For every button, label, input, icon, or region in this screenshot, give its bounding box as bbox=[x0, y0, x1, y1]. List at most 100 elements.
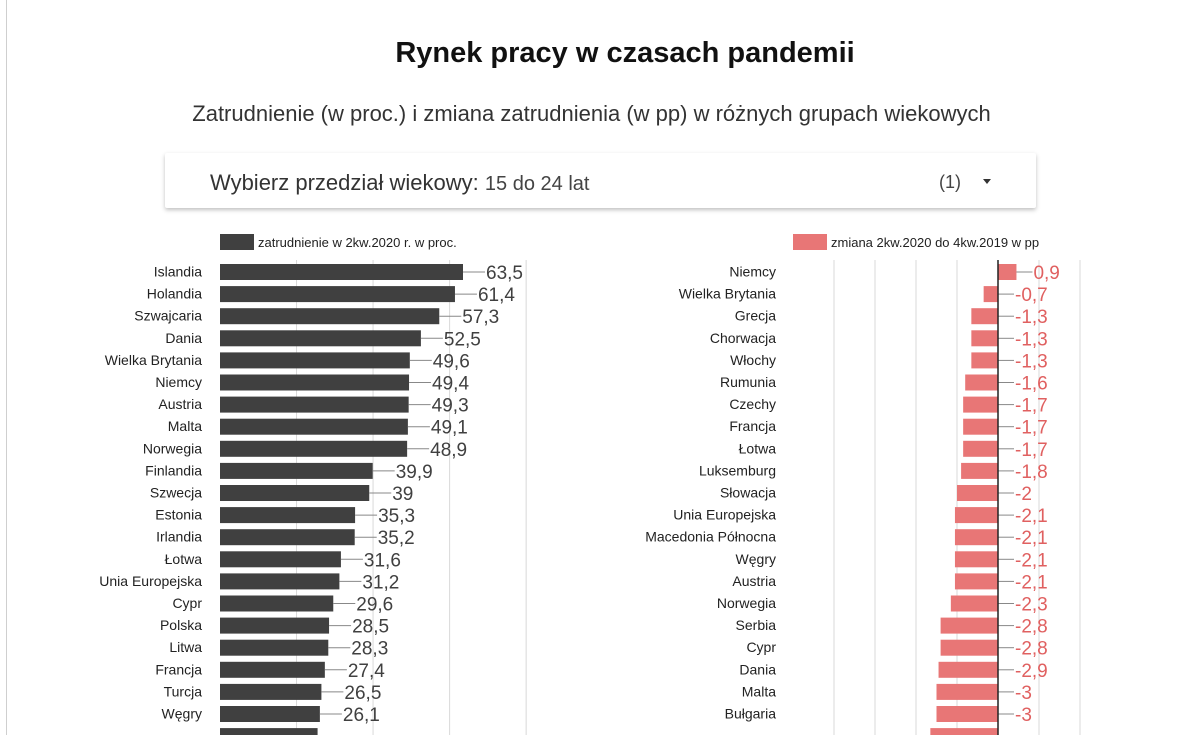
value-label: 31,2 bbox=[362, 572, 399, 593]
value-label: -2,1 bbox=[1015, 506, 1048, 527]
category-label: Węgry bbox=[162, 706, 202, 722]
bar bbox=[971, 330, 998, 347]
value-label: -1,7 bbox=[1015, 440, 1048, 461]
bar bbox=[220, 330, 421, 347]
value-label: -2,1 bbox=[1015, 550, 1048, 571]
value-label: -2 bbox=[1015, 484, 1032, 505]
value-label: 35,2 bbox=[378, 528, 415, 549]
frame-border bbox=[6, 0, 7, 735]
category-label: Turcja bbox=[164, 683, 203, 699]
age-range-label-text: Wybierz przedział wiekowy: bbox=[210, 170, 479, 195]
value-label: -1,8 bbox=[1015, 462, 1048, 483]
bar bbox=[220, 595, 334, 612]
bar bbox=[963, 440, 998, 457]
bar bbox=[954, 573, 998, 590]
bar bbox=[998, 264, 1017, 280]
value-label: -1,6 bbox=[1015, 374, 1048, 395]
bar bbox=[220, 507, 356, 524]
bar bbox=[957, 485, 998, 501]
legend-left: zatrudnienie w 2kw.2020 r. w proc. bbox=[220, 234, 457, 250]
category-label: Węgry bbox=[736, 551, 776, 567]
employment-change-bar-chart: Niemcy 0,9 Wielka Brytania -0,7 Grecja -1,3 Ch… bbox=[645, 260, 1081, 735]
category-label: Malta bbox=[168, 418, 202, 434]
value-label: -2,8 bbox=[1015, 617, 1048, 638]
bar bbox=[220, 661, 325, 678]
bar bbox=[220, 418, 408, 435]
category-label: Norwegia bbox=[143, 440, 202, 456]
value-label: 52,5 bbox=[444, 329, 481, 350]
bar bbox=[220, 706, 320, 722]
bar bbox=[961, 462, 998, 479]
category-label: Dania bbox=[739, 661, 776, 677]
legend-right-label: zmiana 2kw.2020 do 4kw.2019 w pp bbox=[831, 234, 1040, 250]
bar bbox=[220, 374, 410, 391]
bar bbox=[963, 396, 998, 413]
bar bbox=[963, 418, 998, 435]
category-label: Holandia bbox=[147, 286, 202, 302]
category-label: Estonia bbox=[155, 507, 202, 523]
value-label: 35,3 bbox=[378, 506, 415, 527]
value-label: -1,3 bbox=[1015, 307, 1048, 328]
bar bbox=[983, 286, 998, 303]
category-label: Chorwacja bbox=[710, 330, 776, 346]
category-label: Wielka Brytania bbox=[105, 352, 202, 368]
bar bbox=[954, 551, 998, 568]
value-label: -0,7 bbox=[1015, 285, 1048, 306]
bar bbox=[950, 595, 998, 612]
legend-left-label: zatrudnienie w 2kw.2020 r. w proc. bbox=[258, 234, 457, 250]
bar bbox=[940, 617, 998, 634]
category-label: Cypr bbox=[172, 595, 202, 611]
value-label: 26,5 bbox=[344, 683, 381, 704]
bar bbox=[220, 683, 322, 700]
bar bbox=[938, 661, 998, 678]
value-label: 49,1 bbox=[431, 418, 468, 439]
category-label: Litwa bbox=[169, 639, 202, 655]
value-label: -2,1 bbox=[1015, 528, 1048, 549]
category-label: Niemcy bbox=[729, 264, 776, 280]
category-label: Austria bbox=[158, 396, 202, 412]
category-label: Irlandia bbox=[156, 529, 202, 545]
value-label: -2,3 bbox=[1015, 595, 1048, 616]
value-label: 39 bbox=[392, 484, 413, 505]
category-label: Włochy bbox=[730, 352, 776, 368]
category-label: Francja bbox=[729, 418, 776, 434]
bar bbox=[220, 462, 373, 479]
category-label: Polska bbox=[160, 617, 202, 633]
legend-right: zmiana 2kw.2020 do 4kw.2019 w pp bbox=[793, 234, 1039, 250]
age-range-selector[interactable]: Wybierz przedział wiekowy: 15 do 24 lat … bbox=[165, 153, 1036, 208]
value-label: 63,5 bbox=[486, 263, 523, 284]
category-label: Łotwa bbox=[739, 440, 777, 456]
dropdown-caret-icon[interactable] bbox=[983, 179, 991, 184]
category-label: Francja bbox=[155, 661, 202, 677]
bar bbox=[954, 529, 998, 546]
bar-cut bbox=[220, 728, 318, 735]
category-label: Finlandia bbox=[145, 462, 202, 478]
value-label: 49,6 bbox=[433, 351, 470, 372]
legend-right-swatch bbox=[793, 234, 827, 250]
bar bbox=[220, 352, 410, 369]
value-label: -1,7 bbox=[1015, 418, 1048, 439]
category-label: Rumunia bbox=[720, 374, 776, 390]
value-label: 0,9 bbox=[1033, 263, 1059, 284]
category-label: Islandia bbox=[154, 264, 202, 280]
value-label: 61,4 bbox=[478, 285, 515, 306]
bar bbox=[220, 308, 440, 325]
value-label: 27,4 bbox=[348, 661, 385, 682]
value-label: -2,1 bbox=[1015, 572, 1048, 593]
category-label: Bułgaria bbox=[725, 706, 777, 722]
value-label: -1,7 bbox=[1015, 396, 1048, 417]
age-range-selected-value: 15 do 24 lat bbox=[484, 173, 590, 195]
category-label: Dania bbox=[165, 330, 202, 346]
value-label: -1,3 bbox=[1015, 351, 1048, 372]
bar bbox=[220, 529, 355, 546]
category-label: Austria bbox=[732, 573, 776, 589]
category-label: Luksemburg bbox=[699, 462, 776, 478]
category-label: Grecja bbox=[735, 308, 776, 324]
bar bbox=[971, 352, 998, 369]
page-title: Rynek pracy w czasach pandemii bbox=[395, 37, 855, 69]
category-label: Malta bbox=[742, 683, 776, 699]
category-label: Cypr bbox=[746, 639, 776, 655]
value-label: -2,8 bbox=[1015, 639, 1048, 660]
category-label: Norwegia bbox=[717, 595, 776, 611]
category-label: Unia Europejska bbox=[673, 507, 776, 523]
